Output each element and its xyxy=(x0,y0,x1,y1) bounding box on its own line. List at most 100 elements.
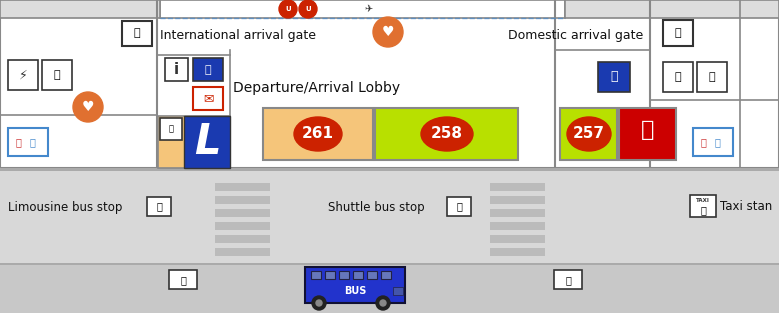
Circle shape xyxy=(312,296,326,310)
Text: U: U xyxy=(305,6,311,12)
Bar xyxy=(490,222,545,230)
Bar xyxy=(447,197,471,216)
Text: 🚬: 🚬 xyxy=(641,120,654,140)
Bar xyxy=(375,108,518,160)
Text: 🏧: 🏧 xyxy=(168,125,174,134)
Bar xyxy=(184,116,230,168)
Bar xyxy=(490,235,545,243)
Text: 🏧: 🏧 xyxy=(675,28,682,38)
Ellipse shape xyxy=(567,117,611,151)
Bar xyxy=(215,196,270,204)
Text: 🚹: 🚹 xyxy=(15,137,21,147)
Text: ✉: ✉ xyxy=(203,93,213,105)
Circle shape xyxy=(73,92,103,122)
Text: i: i xyxy=(174,63,178,78)
Bar xyxy=(663,20,693,46)
Bar xyxy=(160,118,182,140)
Text: International arrival gate: International arrival gate xyxy=(160,29,316,43)
Ellipse shape xyxy=(294,117,342,151)
Text: U: U xyxy=(285,6,291,12)
Circle shape xyxy=(373,17,403,47)
Text: ⚡: ⚡ xyxy=(19,69,27,81)
Bar xyxy=(619,108,676,160)
Bar xyxy=(693,128,733,156)
Bar xyxy=(353,271,363,279)
Text: 🚕: 🚕 xyxy=(700,205,706,215)
Text: 🚌: 🚌 xyxy=(565,275,571,285)
Text: TAXI: TAXI xyxy=(696,198,710,203)
Text: 258: 258 xyxy=(431,126,463,141)
Text: Domestic arrival gate: Domestic arrival gate xyxy=(508,29,643,43)
Bar xyxy=(490,209,545,217)
Bar xyxy=(42,60,72,90)
Bar xyxy=(0,170,779,313)
Text: 💻: 💻 xyxy=(610,70,618,84)
Circle shape xyxy=(299,0,317,18)
Bar xyxy=(663,62,693,92)
Text: 🚌: 🚌 xyxy=(180,275,186,285)
Circle shape xyxy=(376,296,390,310)
Bar xyxy=(554,270,582,289)
Bar xyxy=(393,287,403,295)
Text: 🚺: 🚺 xyxy=(29,137,35,147)
Text: BUS: BUS xyxy=(344,286,366,296)
Bar xyxy=(0,263,779,313)
Bar xyxy=(311,271,321,279)
Ellipse shape xyxy=(421,117,473,151)
Bar xyxy=(0,168,779,171)
Bar xyxy=(165,58,188,81)
Bar xyxy=(560,108,617,160)
Bar xyxy=(0,0,160,18)
Text: 🚌: 🚌 xyxy=(456,201,462,211)
Bar xyxy=(215,248,270,256)
Text: 🧍: 🧍 xyxy=(709,72,715,82)
Text: 257: 257 xyxy=(573,126,605,141)
Bar xyxy=(263,108,373,160)
Text: ♥: ♥ xyxy=(82,100,94,114)
Bar xyxy=(381,271,391,279)
Text: 🚺: 🚺 xyxy=(714,137,720,147)
Bar xyxy=(490,248,545,256)
Bar xyxy=(193,58,223,81)
Bar xyxy=(305,267,405,303)
Text: ✈: ✈ xyxy=(364,4,372,14)
Bar xyxy=(122,21,152,46)
Bar xyxy=(690,195,716,217)
Text: 🖥: 🖥 xyxy=(54,70,60,80)
Text: L: L xyxy=(194,121,220,163)
Text: Limousine bus stop: Limousine bus stop xyxy=(8,201,122,213)
Text: 💻: 💻 xyxy=(205,65,211,75)
Circle shape xyxy=(380,300,386,306)
Text: Taxi stan: Taxi stan xyxy=(720,201,772,213)
Bar xyxy=(339,271,349,279)
Text: 🚹: 🚹 xyxy=(700,137,706,147)
Bar xyxy=(8,128,48,156)
Bar xyxy=(215,222,270,230)
Bar xyxy=(160,0,565,18)
Circle shape xyxy=(279,0,297,18)
Text: Shuttle bus stop: Shuttle bus stop xyxy=(328,201,425,213)
Text: 🛃: 🛃 xyxy=(134,28,140,38)
Bar xyxy=(325,271,335,279)
Bar xyxy=(215,235,270,243)
Bar xyxy=(193,87,223,110)
Text: ♥: ♥ xyxy=(382,25,394,39)
Text: Departure/Arrival Lobby: Departure/Arrival Lobby xyxy=(234,81,400,95)
Text: 🖥: 🖥 xyxy=(675,72,682,82)
Bar xyxy=(367,271,377,279)
Bar xyxy=(215,209,270,217)
Text: 🚌: 🚌 xyxy=(156,201,162,211)
Bar xyxy=(215,183,270,191)
Bar xyxy=(598,62,630,92)
Bar xyxy=(490,196,545,204)
Bar xyxy=(0,0,779,168)
Bar xyxy=(169,270,197,289)
Bar xyxy=(490,183,545,191)
Bar xyxy=(0,0,779,170)
Bar xyxy=(8,60,38,90)
Circle shape xyxy=(316,300,322,306)
Bar xyxy=(147,197,171,216)
Text: 261: 261 xyxy=(302,126,334,141)
Bar xyxy=(158,116,230,168)
Bar xyxy=(697,62,727,92)
